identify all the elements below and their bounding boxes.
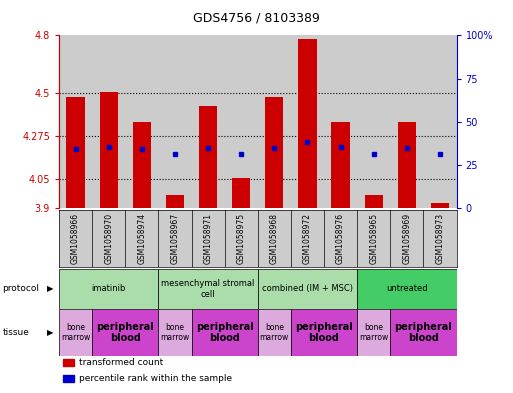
Bar bbox=[159, 35, 191, 208]
Bar bbox=[390, 309, 457, 356]
Text: GSM1058966: GSM1058966 bbox=[71, 213, 80, 264]
Bar bbox=[92, 35, 125, 208]
Text: GSM1058968: GSM1058968 bbox=[270, 213, 279, 264]
Text: bone
marrow: bone marrow bbox=[359, 323, 388, 342]
Bar bbox=[159, 269, 258, 309]
Text: GSM1058976: GSM1058976 bbox=[336, 213, 345, 264]
Bar bbox=[398, 122, 416, 208]
Text: GSM1058969: GSM1058969 bbox=[402, 213, 411, 264]
Bar bbox=[365, 195, 383, 208]
Text: peripheral
blood: peripheral blood bbox=[96, 322, 154, 343]
Text: GSM1058971: GSM1058971 bbox=[204, 213, 212, 264]
Text: ▶: ▶ bbox=[47, 328, 54, 337]
Text: bone
marrow: bone marrow bbox=[161, 323, 190, 342]
Text: bone
marrow: bone marrow bbox=[61, 323, 90, 342]
Text: GSM1058972: GSM1058972 bbox=[303, 213, 312, 264]
Bar bbox=[63, 359, 74, 366]
Bar bbox=[125, 35, 159, 208]
Bar bbox=[166, 195, 184, 208]
Bar bbox=[331, 122, 350, 208]
Bar bbox=[191, 35, 225, 208]
Bar bbox=[191, 309, 258, 356]
Bar bbox=[59, 309, 92, 356]
Bar bbox=[357, 309, 390, 356]
Text: GDS4756 / 8103389: GDS4756 / 8103389 bbox=[193, 12, 320, 25]
Bar bbox=[199, 107, 217, 208]
Bar bbox=[390, 35, 423, 208]
Bar bbox=[299, 39, 317, 208]
Bar bbox=[423, 35, 457, 208]
Text: percentile rank within the sample: percentile rank within the sample bbox=[79, 374, 232, 383]
Bar bbox=[159, 309, 191, 356]
Text: mesenchymal stromal
cell: mesenchymal stromal cell bbox=[162, 279, 255, 299]
Bar bbox=[92, 309, 159, 356]
Text: GSM1058973: GSM1058973 bbox=[436, 213, 444, 264]
Text: GSM1058975: GSM1058975 bbox=[236, 213, 246, 264]
Bar bbox=[357, 35, 390, 208]
Text: tissue: tissue bbox=[3, 328, 29, 337]
Text: peripheral
blood: peripheral blood bbox=[196, 322, 253, 343]
Bar bbox=[291, 35, 324, 208]
Text: peripheral
blood: peripheral blood bbox=[394, 322, 452, 343]
Text: bone
marrow: bone marrow bbox=[260, 323, 289, 342]
Text: protocol: protocol bbox=[3, 285, 40, 293]
Bar bbox=[59, 269, 159, 309]
Bar bbox=[265, 97, 284, 208]
Text: GSM1058967: GSM1058967 bbox=[170, 213, 180, 264]
Text: transformed count: transformed count bbox=[79, 358, 163, 367]
Bar bbox=[258, 269, 357, 309]
Bar bbox=[59, 35, 92, 208]
Text: peripheral
blood: peripheral blood bbox=[295, 322, 353, 343]
Text: imatinib: imatinib bbox=[91, 285, 126, 293]
Text: GSM1058970: GSM1058970 bbox=[104, 213, 113, 264]
Bar bbox=[258, 35, 291, 208]
Text: combined (IM + MSC): combined (IM + MSC) bbox=[262, 285, 353, 293]
Bar bbox=[100, 92, 118, 208]
Bar bbox=[291, 309, 357, 356]
Bar bbox=[225, 35, 258, 208]
Text: GSM1058974: GSM1058974 bbox=[137, 213, 146, 264]
Bar bbox=[133, 122, 151, 208]
Text: ▶: ▶ bbox=[47, 285, 54, 293]
Bar bbox=[232, 178, 250, 208]
Text: GSM1058965: GSM1058965 bbox=[369, 213, 378, 264]
Text: untreated: untreated bbox=[386, 285, 428, 293]
Bar bbox=[357, 269, 457, 309]
Bar bbox=[258, 309, 291, 356]
Bar bbox=[324, 35, 357, 208]
Bar bbox=[67, 97, 85, 208]
Bar bbox=[63, 375, 74, 382]
Bar bbox=[431, 202, 449, 208]
